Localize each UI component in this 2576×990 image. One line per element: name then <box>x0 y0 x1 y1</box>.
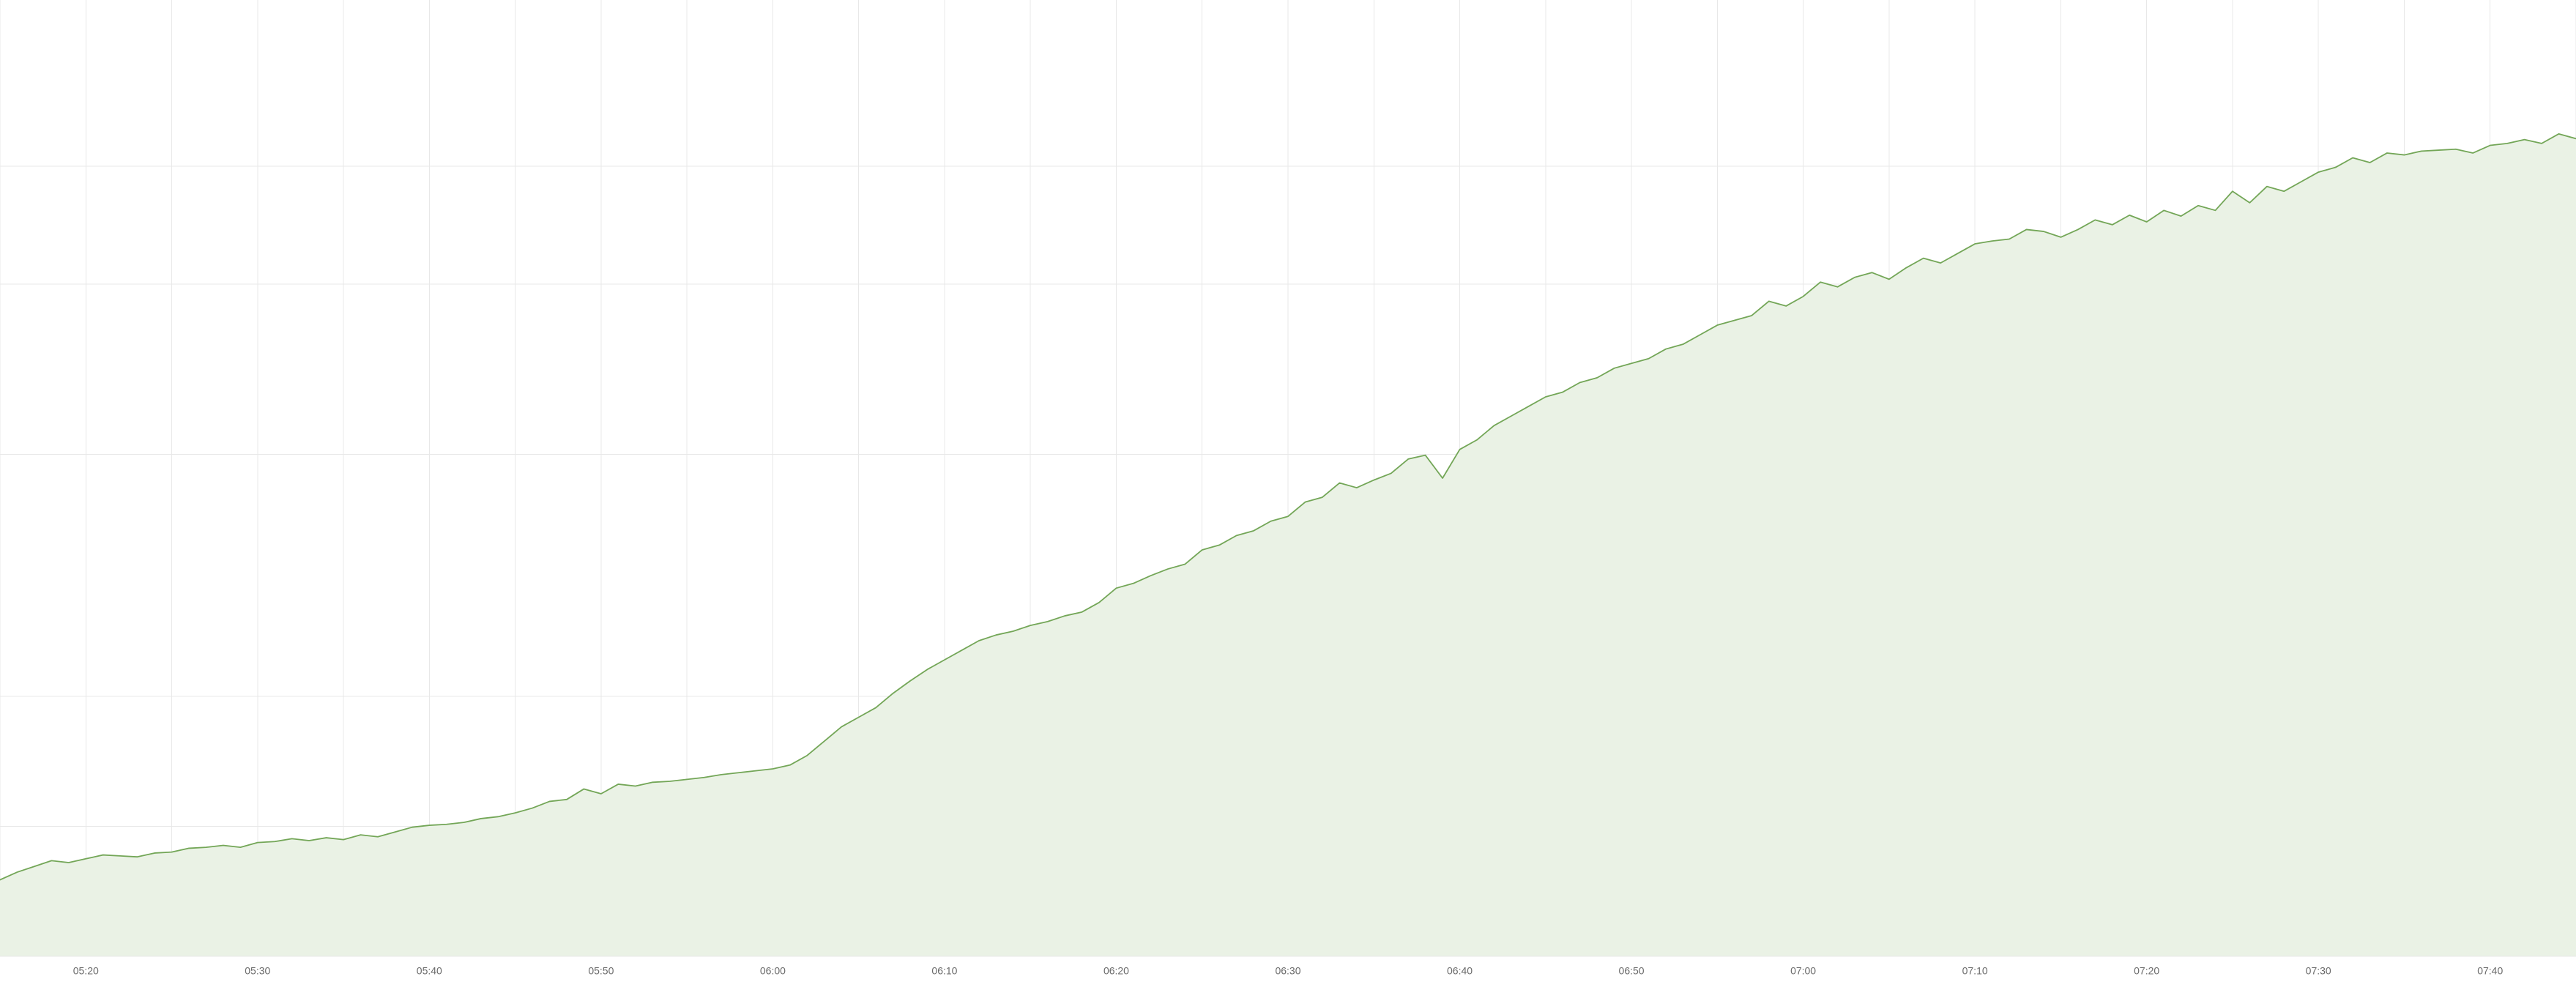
x-tick-label: 06:50 <box>1619 964 1645 976</box>
x-tick-label: 05:20 <box>73 964 99 976</box>
x-tick-label: 07:40 <box>2477 964 2503 976</box>
x-tick-label: 05:40 <box>417 964 442 976</box>
x-tick-label: 06:20 <box>1103 964 1129 976</box>
area-chart-svg: 05:20 05:30 05:40 05:50 06:00 06:10 06:20 06:30… <box>0 0 2576 990</box>
x-tick-label: 06:30 <box>1275 964 1300 976</box>
x-tick-label: 05:50 <box>588 964 614 976</box>
x-tick-label: 06:00 <box>760 964 786 976</box>
area-chart-container: 05:20 05:30 05:40 05:50 06:00 06:10 06:20 06:30… <box>0 0 2576 990</box>
x-tick-label: 05:30 <box>245 964 270 976</box>
x-tick-label: 07:00 <box>1790 964 1816 976</box>
x-tick-label: 07:20 <box>2134 964 2159 976</box>
x-tick-label: 06:40 <box>1447 964 1473 976</box>
x-tick-label: 07:30 <box>2306 964 2331 976</box>
x-tick-label: 06:10 <box>931 964 957 976</box>
x-tick-label: 07:10 <box>1962 964 1988 976</box>
